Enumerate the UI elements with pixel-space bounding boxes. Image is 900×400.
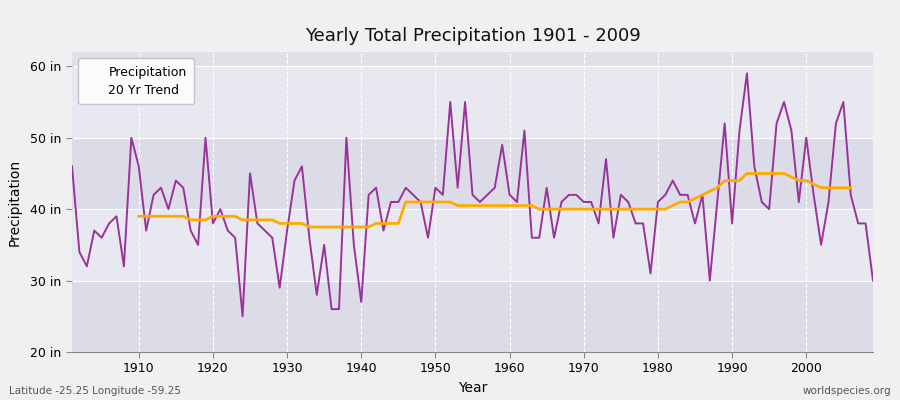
20 Yr Trend bbox=[185, 218, 196, 222]
Precipitation bbox=[742, 71, 752, 76]
Precipitation bbox=[238, 314, 248, 319]
20 Yr Trend bbox=[549, 207, 560, 212]
Precipitation bbox=[126, 135, 137, 140]
20 Yr Trend bbox=[133, 214, 144, 219]
Precipitation bbox=[67, 164, 77, 169]
Line: 20 Yr Trend: 20 Yr Trend bbox=[139, 174, 850, 227]
Bar bbox=[72, 66, 873, 138]
Precipitation bbox=[600, 157, 611, 162]
20 Yr Trend bbox=[742, 171, 752, 176]
20 Yr Trend bbox=[156, 214, 166, 219]
Precipitation bbox=[868, 278, 878, 283]
Bar bbox=[72, 209, 873, 280]
Title: Yearly Total Precipitation 1901 - 2009: Yearly Total Precipitation 1901 - 2009 bbox=[304, 27, 641, 45]
Bar bbox=[72, 280, 873, 352]
Precipitation bbox=[504, 192, 515, 197]
Precipitation bbox=[296, 164, 307, 169]
Y-axis label: Precipitation: Precipitation bbox=[8, 158, 22, 246]
20 Yr Trend bbox=[845, 185, 856, 190]
Legend: Precipitation, 20 Yr Trend: Precipitation, 20 Yr Trend bbox=[78, 58, 194, 104]
20 Yr Trend bbox=[304, 225, 315, 230]
Precipitation bbox=[511, 200, 522, 204]
Text: worldspecies.org: worldspecies.org bbox=[803, 386, 891, 396]
20 Yr Trend bbox=[326, 225, 337, 230]
Precipitation bbox=[341, 135, 352, 140]
Bar bbox=[72, 138, 873, 209]
X-axis label: Year: Year bbox=[458, 381, 487, 395]
Line: Precipitation: Precipitation bbox=[72, 74, 873, 316]
20 Yr Trend bbox=[689, 196, 700, 201]
20 Yr Trend bbox=[497, 203, 508, 208]
Text: Latitude -25.25 Longitude -59.25: Latitude -25.25 Longitude -59.25 bbox=[9, 386, 181, 396]
